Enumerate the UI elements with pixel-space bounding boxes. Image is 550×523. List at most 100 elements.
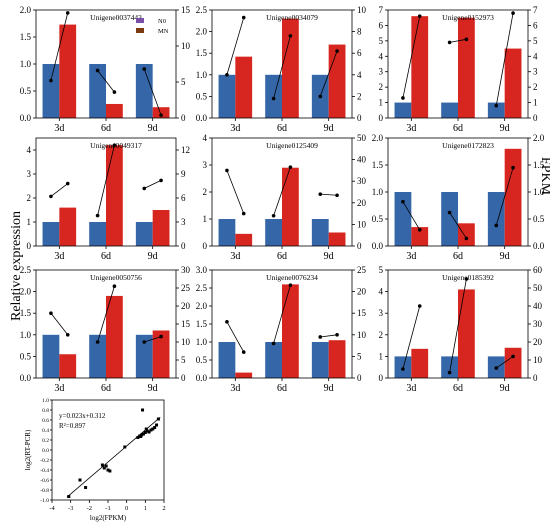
scatter-point: [141, 408, 145, 412]
y-tick-label: 7: [379, 5, 384, 15]
y-tick-label: 6: [379, 20, 384, 30]
y2-tick-label: 2: [533, 82, 538, 92]
y-tick-label: 0.2: [42, 438, 49, 444]
y2-tick-label: 30: [357, 176, 367, 186]
y-tick-label: 1: [203, 214, 208, 224]
bar-mn-9d: [504, 148, 522, 246]
bar-mn-3d: [59, 354, 77, 378]
x-tick-label: 3d: [230, 123, 240, 134]
legend-label-n0: N0: [158, 18, 166, 25]
bar-n0-9d: [135, 334, 153, 378]
panel-title: Unigene0037443: [90, 13, 142, 22]
x-tick-label: 3d: [406, 123, 416, 134]
y-tick-label: 1.0: [20, 330, 32, 340]
fpkm-point-n0-3d: [401, 96, 405, 100]
x-tick-label: -4: [49, 505, 55, 512]
y-tick-label: 2.5: [20, 265, 32, 275]
bar-n0-3d: [218, 74, 236, 118]
x-tick-label: 2: [162, 505, 165, 512]
y-tick-label: 2.0: [196, 301, 208, 311]
bar-n0-9d: [135, 64, 153, 118]
bar-n0-3d: [42, 334, 60, 378]
x-tick-label: 6d: [101, 251, 111, 262]
fpkm-point-mn-3d: [417, 228, 422, 232]
y2-tick-label: 0: [357, 241, 362, 251]
fpkm-point-n0-3d: [49, 78, 53, 83]
panel-title: Unigene0152973: [442, 13, 494, 22]
y-tick-label: -0.2: [40, 458, 49, 464]
y2-tick-label: 2: [357, 91, 362, 101]
x-tick-label: 6d: [453, 251, 463, 262]
bar-mn-3d: [411, 348, 429, 378]
equation-label: y=0.023x+0.312: [59, 412, 106, 420]
y2-tick-label: 60: [533, 265, 543, 275]
y-tick-label: 1.5: [372, 160, 384, 170]
bar-n0-3d: [394, 102, 412, 118]
fpkm-point-n0-6d: [271, 96, 276, 101]
y2-tick-label: 0.5: [533, 214, 545, 224]
fpkm-line-9d: [320, 193, 338, 196]
panel-Unigene0152973: 3d 6d 9d 0 1 2 3 4 5 6 7 0 1 2 3 4 5 6 7 Unigene0152973: [379, 5, 539, 134]
y-tick-label: -0.8: [40, 488, 49, 494]
y2-tick-label: 5: [533, 36, 538, 46]
scatter-point: [136, 436, 140, 439]
fpkm-line-9d: [495, 167, 514, 226]
y2-tick-label: 10: [357, 219, 367, 229]
y-tick-label: 4: [27, 145, 32, 155]
y2-tick-label: 9: [181, 169, 186, 179]
y2-tick-label: 50: [533, 283, 543, 293]
scatter-point: [151, 427, 155, 431]
fpkm-point-mn-3d: [241, 211, 246, 216]
x-tick-label: -3: [68, 505, 73, 512]
bar-mn-6d: [106, 103, 123, 118]
y-tick-label: 0.5: [372, 214, 384, 224]
y-tick-label: 1.0: [42, 398, 49, 404]
y2-tick-label: 30: [181, 265, 191, 275]
x-tick-label: 9d: [148, 123, 158, 134]
fpkm-line-3d: [50, 12, 69, 81]
fpkm-point-n0-9d: [318, 94, 323, 99]
fpkm-line-9d: [320, 334, 338, 338]
y2-tick-label: 40: [533, 301, 543, 311]
fpkm-point-mn-9d: [335, 193, 339, 198]
bar-mn-3d: [59, 207, 77, 246]
panel-frame: [35, 137, 177, 247]
y2-tick-label: 7: [533, 5, 538, 15]
bar-mn-6d: [282, 167, 299, 246]
x-tick-label: 6d: [101, 383, 111, 394]
bar-n0-6d: [441, 102, 458, 118]
y-tick-label: 0.0: [42, 448, 49, 454]
x-tick-label: 6d: [453, 123, 463, 134]
right-axis-label: FPKM: [538, 156, 550, 196]
bar-mn-6d: [458, 223, 475, 246]
y2-tick-label: 25: [357, 265, 367, 275]
fpkm-point-n0-6d: [95, 68, 100, 73]
fpkm-line-9d: [496, 356, 514, 369]
x-tick-label: 6d: [277, 383, 287, 394]
fpkm-point-mn-9d: [159, 334, 163, 339]
fpkm-line-6d: [97, 286, 115, 343]
y2-tick-label: 12: [181, 145, 190, 155]
y-axis-label: log2(RT-PCR): [24, 429, 32, 470]
fpkm-line-6d: [449, 212, 467, 239]
fpkm-point-n0-6d: [271, 341, 276, 346]
fpkm-point-n0-6d: [447, 40, 452, 45]
x-tick-label: 3d: [54, 251, 64, 262]
y2-tick-label: 10: [181, 41, 191, 51]
y2-tick-label: 6: [181, 193, 186, 203]
scatter-point: [155, 423, 159, 427]
y-tick-label: 1: [379, 98, 384, 108]
bar-mn-3d: [235, 56, 253, 118]
y-tick-label: 4: [203, 133, 208, 143]
x-tick-label: 9d: [324, 383, 334, 394]
y2-tick-label: 8: [357, 27, 362, 37]
y2-tick-label: 5: [181, 355, 186, 365]
fpkm-line-3d: [402, 16, 421, 99]
x-tick-label: 1: [144, 505, 147, 512]
bar-mn-6d: [458, 17, 475, 118]
y-tick-label: 1: [379, 351, 384, 361]
fpkm-point-n0-3d: [401, 199, 405, 204]
y-tick-label: 1.0: [372, 187, 384, 197]
fpkm-point-mn-6d: [464, 37, 469, 42]
